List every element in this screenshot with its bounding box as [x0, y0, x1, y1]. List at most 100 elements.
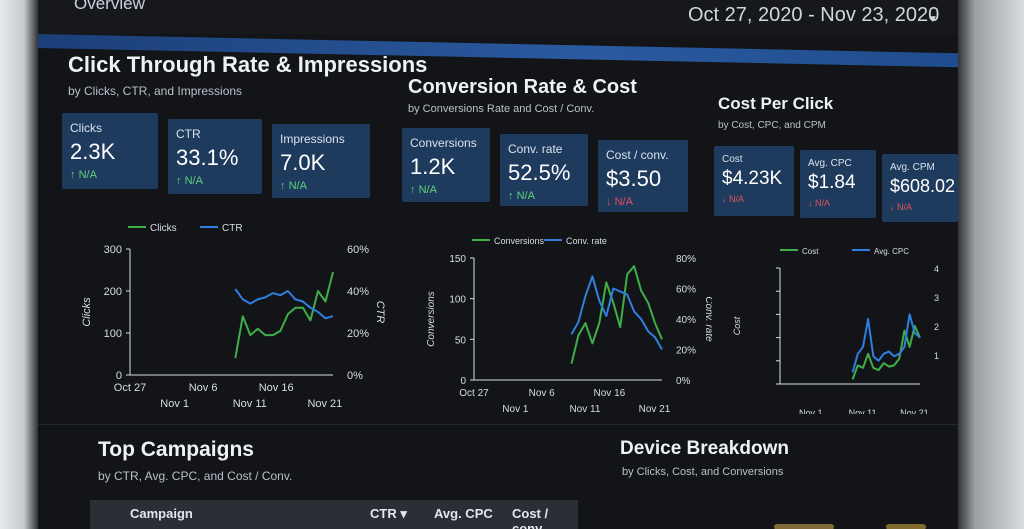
y2-tick-label: 40% [676, 315, 696, 326]
card-label: Avg. CPM [890, 162, 935, 173]
device-breakdown-subtitle: by Clicks, Cost, and Conversions [622, 466, 784, 478]
conv-rate-card[interactable]: Conv. rate 52.5% ↑ N/A [500, 134, 588, 206]
date-range-selector[interactable]: Oct 27, 2020 - Nov 23, 2020 [688, 4, 940, 26]
cost-per-conv-card[interactable]: Cost / conv. $3.50 ↓ N/A [598, 140, 688, 212]
card-label: Cost / conv. [606, 148, 669, 162]
conv-section-subtitle: by Conversions Rate and Cost / Conv. [408, 103, 595, 115]
device-chart-segment [774, 524, 834, 529]
y2-tick-label: 0% [347, 370, 363, 382]
page-title: Overview [74, 0, 145, 13]
monitor-bezel-left [0, 0, 40, 529]
cpc-section-title: Cost Per Click [718, 94, 834, 113]
ctr-section-subtitle: by Clicks, CTR, and Impressions [68, 84, 243, 98]
x-tick-label: Nov 1 [799, 408, 823, 414]
cost-card[interactable]: Cost $4.23K ↓ N/A [714, 146, 794, 216]
y-tick-label: 300 [104, 244, 122, 256]
x-tick-label: Nov 11 [849, 408, 877, 414]
y2-tick-label: 3 [934, 293, 939, 303]
y2-tick-label: 60% [676, 285, 696, 296]
card-value: 33.1% [176, 145, 239, 170]
y2-tick-label: 20% [347, 328, 369, 340]
legend-label: Conv. rate [566, 236, 607, 246]
y-tick-label: 150 [449, 254, 466, 265]
impressions-card[interactable]: Impressions 7.0K ↑ N/A [272, 124, 370, 198]
series-line-clicks [234, 271, 334, 359]
card-value: 52.5% [508, 160, 571, 185]
card-change: ↑ N/A [410, 184, 437, 196]
caret-down-icon[interactable]: ▼ [928, 14, 938, 25]
x-tick-label: Nov 6 [529, 388, 556, 399]
y2-tick-label: 20% [676, 346, 696, 357]
x-tick-label: Nov 21 [639, 404, 671, 415]
y2-axis-title: Conv. rate [703, 296, 712, 342]
y-tick-label: 50 [455, 335, 467, 346]
legend-label: Clicks [150, 223, 177, 234]
avg-cpm-card[interactable]: Avg. CPM $608.02 ↓ N/A [882, 154, 958, 222]
card-change: ↑ N/A [70, 169, 97, 181]
card-label: Conv. rate [508, 142, 563, 156]
x-tick-label: Nov 1 [160, 398, 189, 410]
x-tick-label: Nov 11 [233, 398, 267, 410]
card-change: ↓ N/A [890, 202, 913, 212]
y2-tick-label: 2 [934, 322, 939, 332]
card-label: Conversions [410, 136, 477, 150]
card-change: ↑ N/A [176, 175, 203, 187]
card-value: $1.84 [808, 172, 856, 193]
section-divider [38, 424, 958, 425]
top-bar: Overview Oct 27, 2020 - Nov 23, 2020 ▼ [38, 0, 958, 34]
avg-cpc-card[interactable]: Avg. CPC $1.84 ↓ N/A [800, 150, 876, 218]
dashboard-screen: Overview Oct 27, 2020 - Nov 23, 2020 ▼ C… [38, 0, 958, 529]
campaign-table-header: Campaign CTR ▾ Avg. CPC Cost / conv. [90, 500, 578, 529]
conv-section-title: Conversion Rate & Cost [408, 76, 637, 98]
conversions-card[interactable]: Conversions 1.2K ↑ N/A [402, 128, 490, 202]
column-header-campaign[interactable]: Campaign [130, 506, 193, 521]
series-line-cost [851, 325, 921, 380]
card-label: Clicks [70, 121, 102, 135]
x-tick-label: Oct 27 [459, 388, 489, 399]
column-header-cost-per-conv[interactable]: Cost / conv. [512, 506, 549, 529]
y-axis-title: Cost [732, 316, 742, 335]
card-label: Impressions [280, 132, 345, 146]
legend-label: CTR [222, 223, 243, 234]
y-tick-label: 100 [104, 328, 122, 340]
x-tick-label: Nov 6 [189, 382, 218, 394]
top-campaigns-title: Top Campaigns [98, 438, 254, 461]
card-label: CTR [176, 127, 201, 141]
y2-tick-label: 4 [934, 264, 939, 274]
card-label: Avg. CPC [808, 158, 852, 169]
y-axis-title: Clicks [81, 297, 93, 327]
card-value: $608.02 [890, 176, 956, 196]
card-label: Cost [722, 154, 743, 165]
series-line-conv-rate [570, 275, 663, 350]
card-value: 1.2K [410, 154, 456, 179]
series-line-conversions [570, 265, 663, 364]
x-tick-label: Nov 16 [594, 388, 626, 399]
y-tick-label: 200 [104, 286, 122, 298]
y2-axis-title: CTR [374, 301, 386, 324]
series-line-avg-cpc [851, 313, 921, 373]
card-value: $4.23K [722, 168, 783, 189]
y-tick-label: 0 [116, 370, 122, 382]
card-change: ↓ N/A [808, 198, 831, 208]
y-tick-label: 0 [460, 376, 466, 387]
conversions-chart: Conversions Conv. rate 150 100 50 0 80% 60% 40% 2… [426, 236, 712, 415]
legend-label: Cost [802, 247, 819, 256]
clicks-card[interactable]: Clicks 2.3K ↑ N/A [62, 113, 158, 189]
x-tick-label: Nov 11 [569, 404, 600, 415]
y2-tick-label: 60% [347, 244, 369, 256]
ctr-card[interactable]: CTR 33.1% ↑ N/A [168, 119, 262, 194]
cpc-section-subtitle: by Cost, CPC, and CPM [718, 120, 826, 131]
device-chart-segment [886, 524, 926, 529]
card-value: $3.50 [606, 166, 662, 191]
y2-tick-label: 80% [676, 254, 696, 265]
y2-tick-label: 0% [676, 376, 691, 387]
y2-tick-label: 40% [347, 286, 369, 298]
x-tick-label: Nov 21 [900, 408, 929, 414]
monitor-bezel-right [954, 0, 1024, 529]
legend-label: Avg. CPC [874, 247, 909, 256]
column-header-ctr[interactable]: CTR ▾ [370, 506, 407, 521]
column-header-avg-cpc[interactable]: Avg. CPC [434, 506, 493, 521]
top-campaigns-subtitle: by CTR, Avg. CPC, and Cost / Conv. [98, 469, 293, 483]
device-breakdown-title: Device Breakdown [620, 438, 789, 459]
